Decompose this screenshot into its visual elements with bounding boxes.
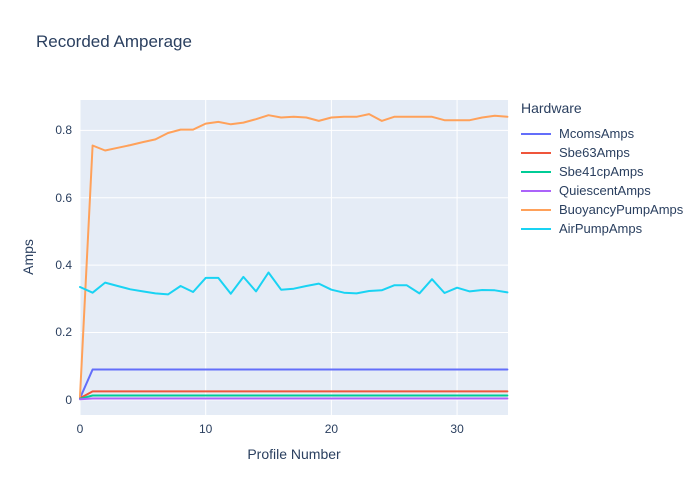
legend-label: Sbe41cpAmps [559, 164, 644, 179]
legend-item-Sbe41cpAmps[interactable]: Sbe41cpAmps [521, 162, 683, 181]
legend-label: BuoyancyPumpAmps [559, 202, 684, 217]
legend-label: AirPumpAmps [559, 221, 643, 236]
x-tick-label: 20 [324, 422, 339, 436]
series-line-AirPumpAmps[interactable] [79, 271, 509, 296]
y-axis-title: Amps [20, 239, 36, 275]
legend-swatch [521, 170, 551, 173]
y-tick-label: 0 [65, 392, 72, 407]
chart-title: Recorded Amperage [36, 32, 192, 51]
series-line-BuoyancyPumpAmps[interactable] [79, 113, 509, 398]
legend-swatch [521, 132, 551, 135]
legend-title: Hardware [521, 100, 582, 116]
legend-swatch [521, 151, 551, 154]
y-tick-label: 0.4 [55, 258, 72, 273]
x-axis-title: Profile Number [247, 446, 341, 462]
series-line-QuiescentAmps[interactable] [79, 397, 509, 401]
series-line-McomsAmps[interactable] [79, 368, 509, 400]
x-tick-label: 30 [450, 422, 464, 436]
y-tick-label: 0.6 [55, 190, 72, 205]
legend-swatch [521, 208, 551, 211]
y-tick-label: 0.2 [55, 325, 72, 340]
legend-item-BuoyancyPumpAmps[interactable]: BuoyancyPumpAmps [521, 200, 683, 219]
legend: Hardware McomsAmps Sbe63Amps Sbe41cpAmps Qu… [521, 100, 683, 238]
x-tick-label: 0 [76, 422, 84, 436]
y-tick-label: 0.8 [55, 123, 72, 138]
legend-swatch [521, 227, 551, 230]
legend-item-Sbe63Amps[interactable]: Sbe63Amps [521, 143, 683, 162]
legend-item-QuiescentAmps[interactable]: QuiescentAmps [521, 181, 683, 200]
series-line-Sbe41cpAmps[interactable] [79, 394, 509, 400]
legend-item-AirPumpAmps[interactable]: AirPumpAmps [521, 219, 683, 238]
legend-label: Sbe63Amps [559, 145, 630, 160]
legend-swatch [521, 189, 551, 192]
legend-item-McomsAmps[interactable]: McomsAmps [521, 124, 683, 143]
legend-items: McomsAmps Sbe63Amps Sbe41cpAmps QuiescentAm… [521, 124, 683, 238]
legend-label: QuiescentAmps [559, 183, 651, 198]
legend-label: McomsAmps [559, 126, 635, 141]
series-line-Sbe63Amps[interactable] [79, 390, 509, 400]
plot-background [80, 100, 508, 415]
x-tick-label: 10 [199, 422, 213, 436]
